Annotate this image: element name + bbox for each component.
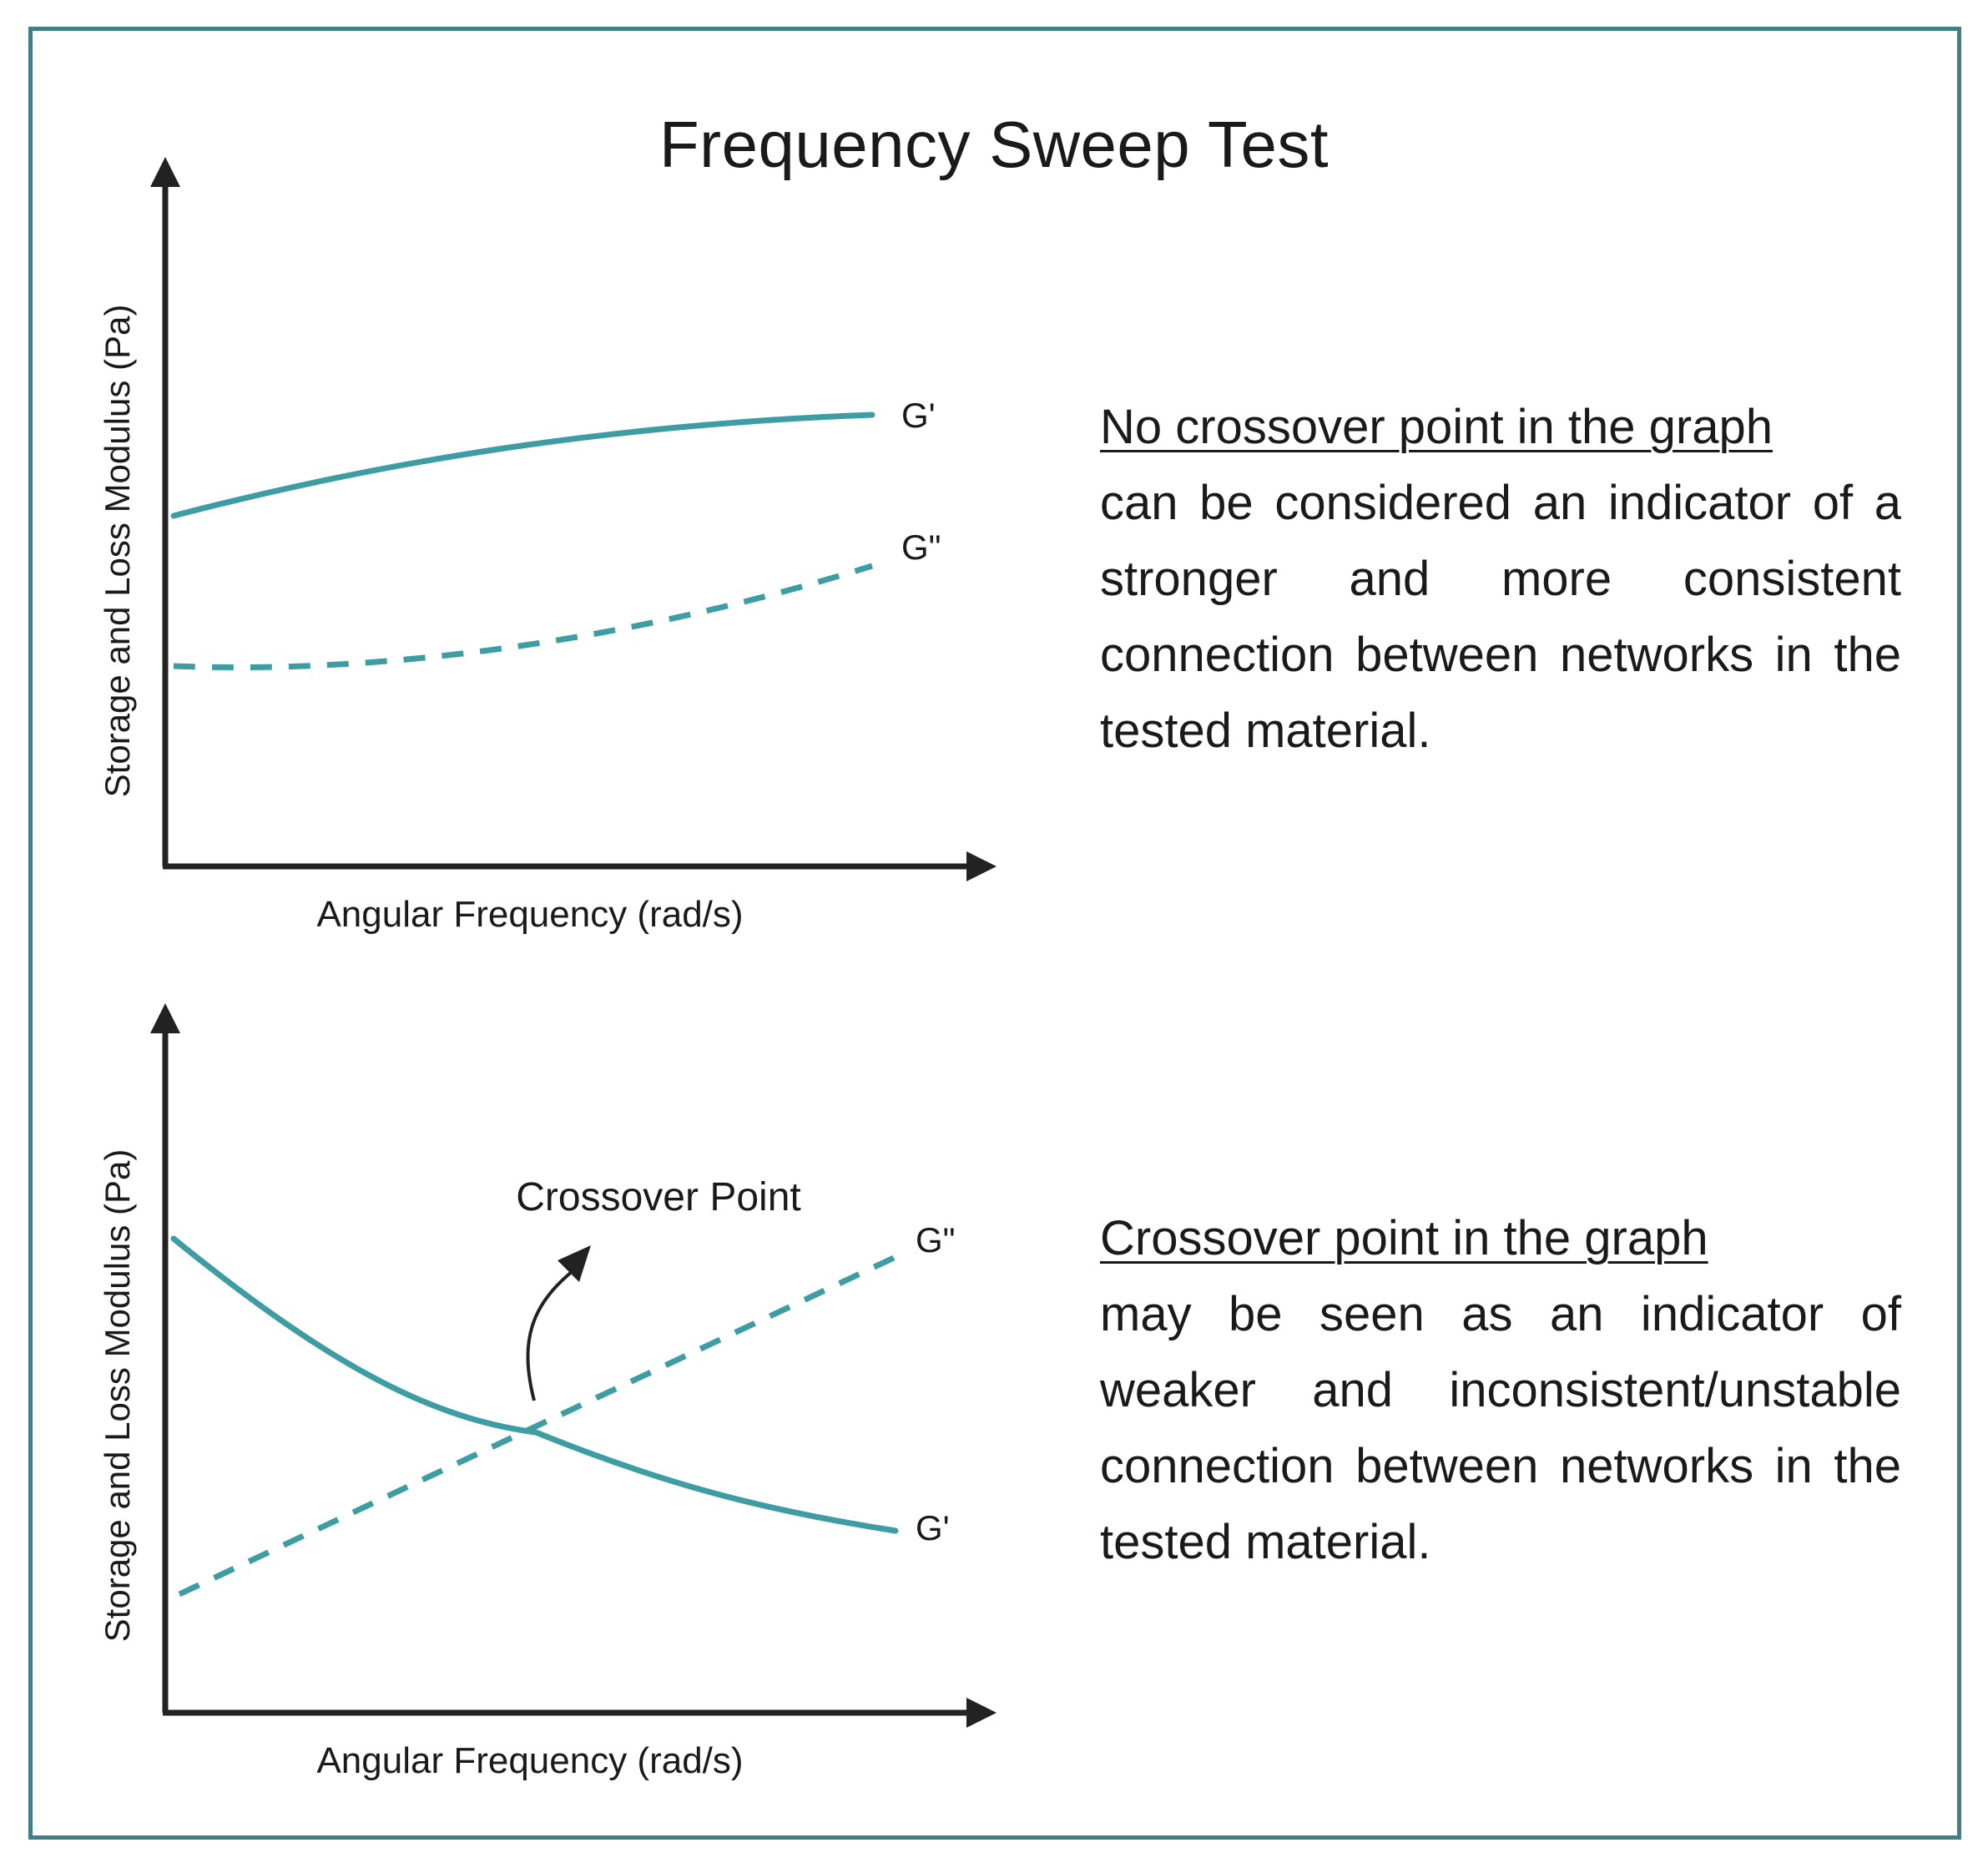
top-description-body: can be considered an indicator of a stro… — [1100, 476, 1901, 758]
bottom-x-axis-arrow — [966, 1698, 997, 1728]
bottom-gdouble-label: G" — [916, 1220, 956, 1260]
crossover-arrow-shaft — [526, 1260, 586, 1401]
top-y-axis-arrow — [150, 157, 180, 187]
top-gdouble-curve — [173, 563, 874, 671]
bottom-x-axis-label: Angular Frequency (rad/s) — [316, 1740, 743, 1781]
bottom-gprime-label: G' — [916, 1508, 950, 1547]
bottom-y-axis-arrow — [150, 1003, 180, 1033]
top-gprime-label: G' — [901, 396, 936, 435]
bottom-description-body: may be seen as an indicator of weaker an… — [1100, 1287, 1901, 1569]
top-y-axis-label: Storage and Loss Modulus (Pa) — [98, 305, 137, 798]
top-x-axis-label: Angular Frequency (rad/s) — [316, 894, 743, 935]
top-gprime-curve — [170, 411, 875, 519]
top-gdouble-label: G" — [901, 528, 941, 567]
crossover-arrow-head — [558, 1245, 591, 1282]
bottom-description: Crossover point in the graph may be seen… — [1100, 1200, 1901, 1580]
bottom-description-heading: Crossover point in the graph — [1100, 1211, 1708, 1265]
bottom-gprime-curve — [170, 1235, 899, 1534]
bottom-gdouble-curve — [178, 1254, 897, 1598]
top-panel: G' G" Storage and Loss Modulus (Pa) Angu… — [98, 157, 997, 935]
top-description: No crossover point in the graph can be c… — [1100, 389, 1901, 769]
top-x-axis-arrow — [966, 851, 997, 881]
figure-frame — [28, 27, 1961, 1840]
figure-title: Frequency Sweep Test — [659, 108, 1329, 181]
bottom-panel: Crossover Point G" G' Storage and Loss M… — [98, 1003, 997, 1781]
top-description-heading: No crossover point in the graph — [1100, 400, 1773, 454]
crossover-point-label: Crossover Point — [516, 1175, 800, 1219]
bottom-y-axis-label: Storage and Loss Modulus (Pa) — [98, 1149, 137, 1643]
